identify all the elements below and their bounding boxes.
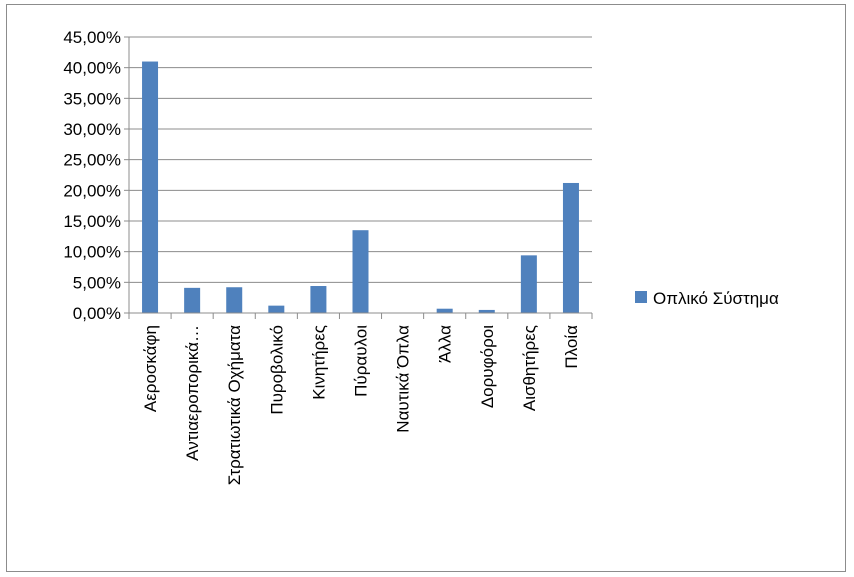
- axes: [128, 37, 592, 314]
- x-tick-label: Στρατιωτικά Οχήματα: [225, 325, 244, 485]
- bar: [436, 308, 453, 313]
- y-axis-tick-labels: 0,00% 5,00% 10,00% 15,00% 20,00% 25,00% 30,00%…: [63, 28, 121, 323]
- legend: Οπλικό Σύστημα: [635, 289, 779, 308]
- y-tick-label: 25,00%: [63, 151, 121, 170]
- y-tick-label: 5,00%: [73, 273, 121, 292]
- legend-swatch: [635, 291, 647, 303]
- bar: [142, 61, 159, 314]
- bar: [520, 255, 537, 313]
- x-axis-tick-labels: Αεροσκάφη Αντιαεροπορικά… Στρατιωτικά Οχήμ…: [141, 325, 581, 486]
- x-tick-label: Δορυφόροι: [478, 325, 497, 408]
- legend-label: Οπλικό Σύστημα: [653, 289, 779, 308]
- x-tick-label: Αεροσκάφη: [141, 325, 160, 412]
- bar: [478, 309, 495, 313]
- y-tick-label: 10,00%: [63, 243, 121, 262]
- bar: [562, 182, 579, 313]
- x-tick-label: Ναυτικά Όπλα: [394, 325, 413, 433]
- y-tick-label: 15,00%: [63, 212, 121, 231]
- y-tick-label: 40,00%: [63, 59, 121, 78]
- bar: [268, 305, 285, 313]
- bar: [352, 230, 369, 313]
- bar: [310, 286, 327, 313]
- x-tick-label: Άλλα: [436, 325, 455, 363]
- y-tick-label: 35,00%: [63, 89, 121, 108]
- bar: [184, 287, 201, 313]
- x-tick-label: Αισθητήρες: [520, 325, 539, 411]
- y-tick-label: 20,00%: [63, 181, 121, 200]
- x-tick-label: Πύραυλοι: [352, 325, 371, 397]
- y-tick-label: 30,00%: [63, 120, 121, 139]
- x-tick-label: Πλοία: [562, 325, 581, 369]
- x-tick-label: Κινητήρες: [309, 325, 328, 400]
- x-tick-label: Πυροβολικό: [267, 325, 286, 415]
- bar: [226, 287, 243, 313]
- gridlines: [124, 36, 593, 319]
- bars: [142, 61, 579, 314]
- y-tick-label: 45,00%: [63, 28, 121, 47]
- x-tick-label: Αντιαεροπορικά…: [183, 325, 202, 461]
- y-tick-label: 0,00%: [73, 304, 121, 323]
